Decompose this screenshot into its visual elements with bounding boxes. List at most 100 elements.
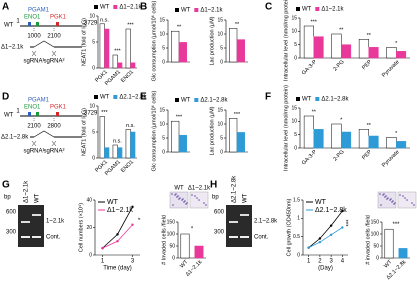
legend-label: Δ2.1~2.8k <box>200 98 228 104</box>
panel-label: B <box>140 2 147 13</box>
legend-swatch <box>315 7 320 11</box>
y-tick-label: 5 <box>220 135 223 141</box>
wt-label: WT <box>4 23 14 29</box>
cell <box>380 204 382 206</box>
cell <box>411 202 413 204</box>
y-tick-label: 100 <box>371 231 380 237</box>
significance: ** <box>312 109 317 115</box>
bar <box>112 54 118 69</box>
bar <box>384 228 394 259</box>
y-tick-label: 5 <box>220 45 223 51</box>
legend-swatch <box>194 8 199 12</box>
y-axis-label: Intracellular level (nmol/mg protein) <box>283 0 289 81</box>
cell <box>205 204 207 206</box>
micrograph <box>169 191 189 209</box>
cut-pos: 2100 <box>47 34 61 40</box>
y-tick-label: 0 <box>297 252 300 258</box>
y-tick-label: 15 <box>291 105 297 111</box>
y-tick-label: 150 <box>371 219 380 225</box>
cell <box>194 195 196 197</box>
y-tick-label: 10 <box>89 103 95 109</box>
point <box>329 233 333 237</box>
cell <box>394 202 396 204</box>
legend-swatch <box>175 98 179 102</box>
deletion <box>33 40 55 48</box>
x-axis-label: (Day) <box>318 266 333 272</box>
cell <box>391 201 393 203</box>
bar <box>368 47 379 59</box>
band <box>32 214 41 216</box>
lane-label: WT <box>35 193 41 203</box>
legend-swatch <box>94 5 98 9</box>
band-label: 1~2.1k <box>46 219 65 225</box>
significance: ** <box>339 27 344 33</box>
gene-site <box>36 22 39 26</box>
lane-label: Δ2.1~2.8k <box>232 175 238 203</box>
y-axis-label: # Invaded cells /field <box>161 215 167 265</box>
legend-label: WT <box>302 97 312 103</box>
y-tick-label: 50 <box>169 243 175 249</box>
x-tick-label: ENO1 <box>120 159 135 174</box>
gene-site <box>56 22 59 26</box>
cell <box>183 201 185 203</box>
y-tick-label: 0 <box>92 155 95 161</box>
sgrna-label: sgRNA² <box>43 149 64 155</box>
cell <box>171 193 173 195</box>
bar <box>117 62 123 69</box>
cell <box>184 200 186 202</box>
cut-pos: 2100 <box>27 124 41 130</box>
cell <box>383 193 385 195</box>
x-tick-label: GA-3-P <box>301 149 318 166</box>
y-tick-label: 0 <box>162 149 165 155</box>
legend-label: WT <box>302 7 312 13</box>
legend-swatch <box>94 95 98 99</box>
band <box>240 236 249 238</box>
y-tick-label: 5 <box>294 132 297 138</box>
scissors <box>51 140 57 147</box>
bar <box>358 129 369 149</box>
significance: ** <box>177 25 182 31</box>
bar <box>99 23 105 69</box>
x-tick-label: 3 <box>131 259 135 265</box>
bar <box>331 123 342 149</box>
cell <box>386 198 388 200</box>
end-pos: 3729 <box>84 111 98 117</box>
bar <box>358 39 369 59</box>
cell <box>191 194 193 196</box>
scissors <box>31 140 37 147</box>
point <box>307 246 310 249</box>
bar <box>236 132 245 153</box>
point <box>329 224 333 227</box>
cell <box>402 195 404 197</box>
cell <box>389 199 391 201</box>
y-tick-label: 0 <box>162 59 165 65</box>
y-tick-label: 20 <box>86 225 92 231</box>
gene-label: ENO1 <box>24 15 41 21</box>
y-tick-label: 5 <box>92 129 95 135</box>
y-axis-label: Cell numbers (×10⁴) <box>77 203 84 252</box>
legend-label: Δ1~2.1k <box>107 207 133 214</box>
point <box>341 226 344 229</box>
bar <box>386 47 397 59</box>
bar <box>236 39 245 63</box>
bar <box>229 118 238 153</box>
band <box>21 221 30 223</box>
bar <box>303 115 314 149</box>
cell <box>379 193 381 195</box>
series-line <box>102 224 133 249</box>
y-tick-label: 1.5 <box>293 197 300 203</box>
y-axis-label: NEAT1 (fold of IgG) <box>81 108 87 156</box>
significance: n.s. <box>100 17 109 23</box>
cell <box>181 199 183 201</box>
panel-label: E <box>140 92 147 103</box>
point <box>318 240 322 244</box>
cell <box>174 194 176 196</box>
panel-label: C <box>265 2 272 13</box>
band-label: Cont. <box>46 235 61 241</box>
cell <box>382 194 384 196</box>
deletion <box>33 130 55 138</box>
band-label: Cont. <box>254 235 269 241</box>
y-tick-label: 0.5 <box>293 234 300 240</box>
y-tick-label: 10 <box>89 13 95 19</box>
significance: n.s. <box>126 123 135 129</box>
